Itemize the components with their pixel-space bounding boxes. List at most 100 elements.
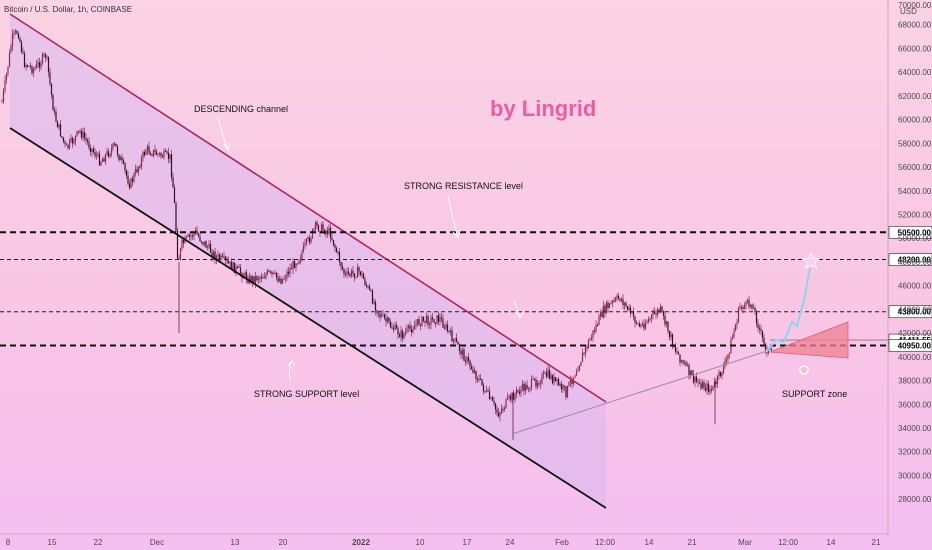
candle-body <box>608 303 611 308</box>
candle-body <box>44 54 47 58</box>
candle-body <box>221 255 224 257</box>
candle-body <box>202 242 204 245</box>
candle-body <box>356 267 359 278</box>
candle-body <box>586 346 588 348</box>
candle-body <box>457 341 459 345</box>
candle-body <box>292 261 294 270</box>
candle-body <box>281 278 284 284</box>
candle-body <box>76 131 78 136</box>
candle-body <box>473 371 476 373</box>
candle-body <box>41 54 44 64</box>
channel-resistance-line <box>9 13 607 403</box>
candle-body <box>71 137 74 144</box>
candle-body <box>464 360 467 362</box>
candle-body <box>409 325 411 329</box>
candle-body <box>95 155 98 157</box>
candle-body <box>331 238 333 240</box>
candle-body <box>206 247 209 249</box>
time-tick-label: 12:00 <box>595 538 616 547</box>
candle-body <box>157 153 159 155</box>
candle-body <box>386 317 389 322</box>
candle-body <box>182 239 185 244</box>
support-zone-wedge <box>769 321 849 359</box>
candle-body <box>272 272 275 274</box>
time-tick-label: 20 <box>279 538 288 547</box>
level-price-tag <box>888 253 932 266</box>
candle-body <box>419 324 422 326</box>
support-arrow-icon <box>287 358 296 381</box>
candle-body <box>257 278 260 281</box>
candle-body <box>98 153 101 166</box>
candle-body <box>205 241 207 248</box>
candle-body <box>491 397 494 401</box>
candle-body <box>355 277 357 279</box>
candle-body <box>697 381 699 383</box>
candle-body <box>58 124 60 128</box>
candle-body <box>448 330 450 332</box>
candle-body <box>686 364 689 366</box>
price-tick-label: 30000.00 <box>898 471 932 480</box>
candle-body <box>701 381 704 389</box>
candle-body <box>404 331 407 334</box>
candle-body <box>460 350 462 355</box>
candle-body <box>278 278 281 282</box>
candle-body <box>682 360 684 363</box>
candle-body <box>485 390 488 392</box>
candle-body <box>475 371 477 379</box>
candle-body <box>368 286 371 290</box>
candle-body <box>251 276 254 283</box>
level-price-tag <box>888 339 932 352</box>
candle-body <box>161 156 164 158</box>
candle-body <box>67 144 69 148</box>
candle-body <box>494 403 497 410</box>
candle-body <box>764 343 767 350</box>
candle-body <box>265 274 267 278</box>
candle-body <box>233 262 236 274</box>
candle-body <box>623 302 626 306</box>
candle-body <box>334 245 336 248</box>
candle-body <box>43 54 45 56</box>
candle-body <box>742 307 744 310</box>
candle-body <box>607 302 609 308</box>
candle-body <box>341 266 344 269</box>
candle-body <box>605 302 608 313</box>
candle-body <box>298 260 300 264</box>
candle-body <box>274 272 276 274</box>
candle-body <box>250 276 252 283</box>
candle-body <box>472 369 474 373</box>
candle-body <box>163 151 165 158</box>
candle-body <box>713 381 716 386</box>
price-tick-label: 58000.00 <box>898 139 932 148</box>
candle-body <box>589 338 591 341</box>
candle-body <box>304 243 306 246</box>
candle-body <box>583 352 585 354</box>
candle-body <box>23 53 26 67</box>
candle-body <box>125 170 128 176</box>
candle-body <box>16 31 18 34</box>
candle-body <box>712 385 714 391</box>
price-axis: 68000.00 66000.00 64000.00 62000.00 60000.00… <box>898 1 932 504</box>
candle-body <box>413 325 416 330</box>
candle-body <box>350 270 353 276</box>
candle-body <box>73 141 75 144</box>
candle-body <box>454 338 456 340</box>
candle-body <box>266 270 269 275</box>
candle-body <box>380 315 383 318</box>
candle-body <box>116 146 119 155</box>
candle-body <box>349 274 351 276</box>
candle-body <box>230 261 233 270</box>
price-tick-label: 70000.00 <box>898 1 932 10</box>
time-tick-label: 15 <box>48 538 57 547</box>
candle-body <box>397 328 399 335</box>
candle-body <box>674 347 677 352</box>
candle-body <box>164 151 167 153</box>
candle-body <box>320 224 323 233</box>
candle-body <box>284 277 287 279</box>
candle-body <box>746 300 749 302</box>
candle-body <box>718 371 720 376</box>
candle-body <box>724 360 726 367</box>
candle-body <box>347 271 350 275</box>
candle-body <box>7 66 9 74</box>
candle-body <box>185 236 188 238</box>
